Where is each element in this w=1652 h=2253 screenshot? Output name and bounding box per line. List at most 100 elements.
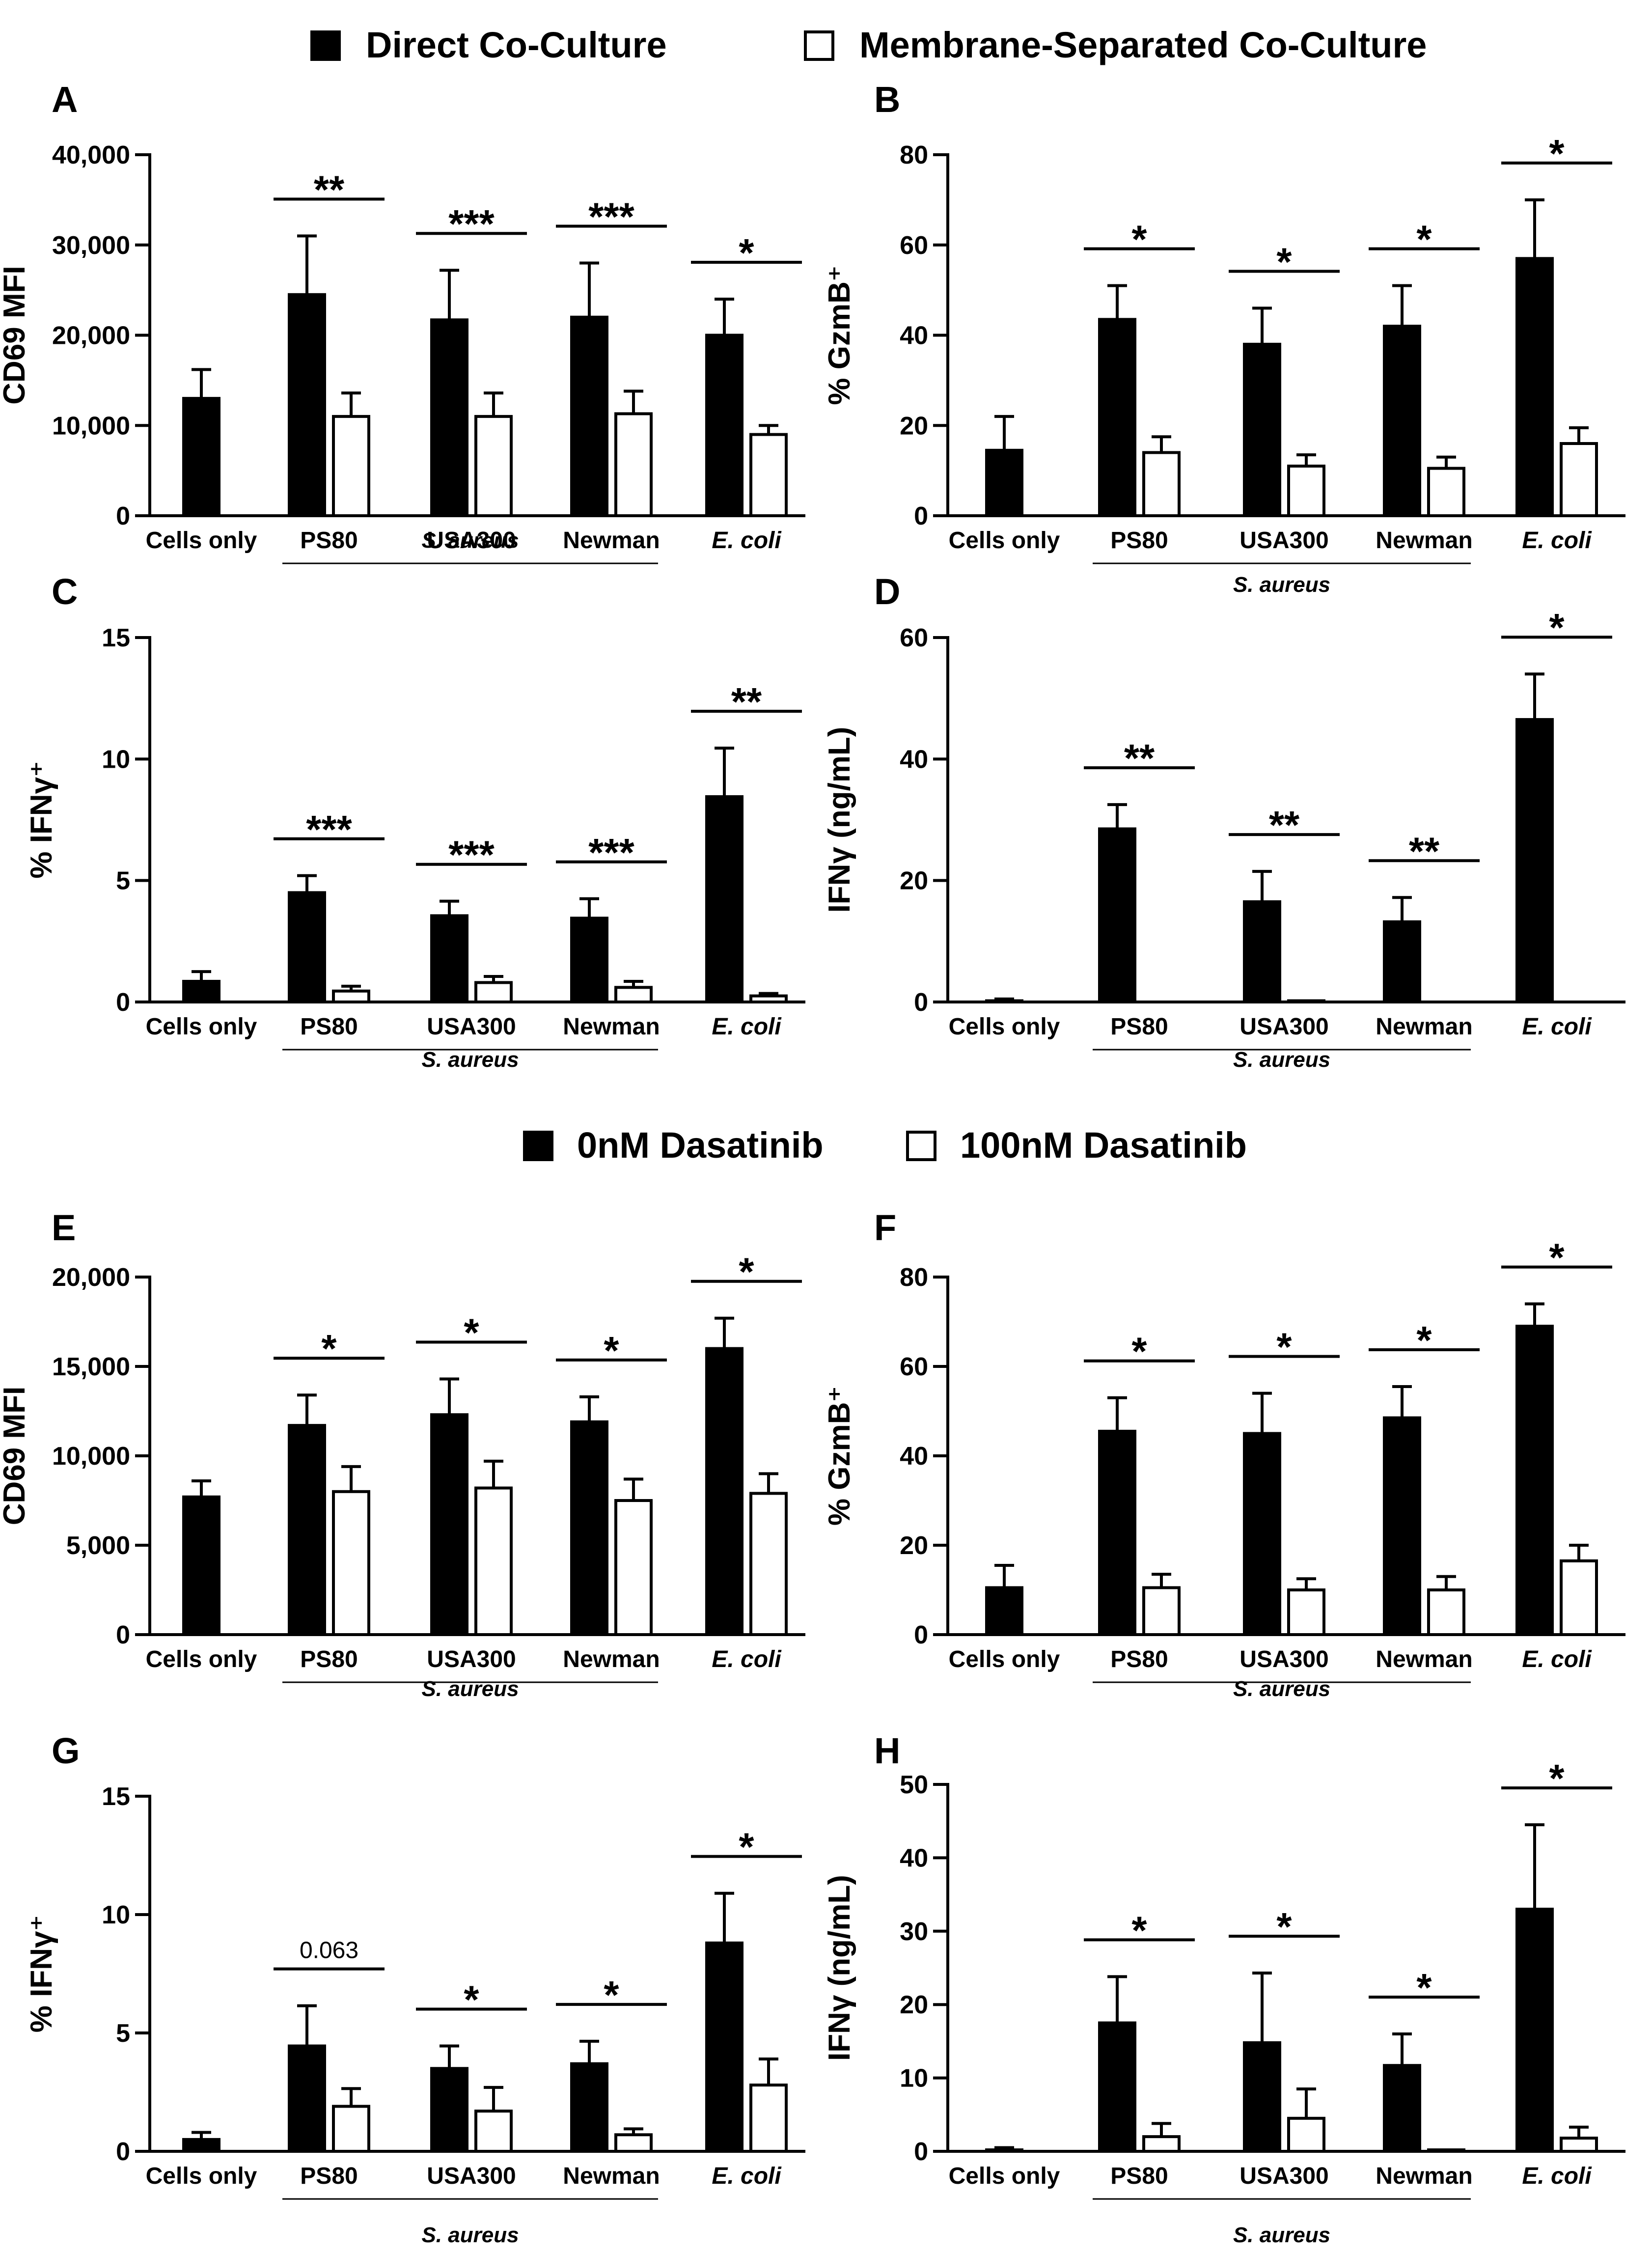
category-label: Cells only xyxy=(146,528,257,554)
category-label: Cells only xyxy=(949,2163,1060,2189)
bar xyxy=(1427,1588,1465,1636)
y-tick-label: 0 xyxy=(116,1621,130,1649)
panel-letter: B xyxy=(874,79,900,120)
bar xyxy=(570,1420,608,1637)
bar xyxy=(474,1486,513,1637)
y-tick-label: 0 xyxy=(914,988,928,1017)
bar xyxy=(1142,2135,1181,2153)
bar xyxy=(332,415,370,517)
bar xyxy=(1098,827,1136,1004)
y-tick-label: 20 xyxy=(900,1531,928,1560)
y-tick-label: 80 xyxy=(900,1263,928,1292)
bar xyxy=(1243,900,1281,1003)
bar xyxy=(1243,342,1281,517)
bar xyxy=(1515,257,1554,517)
category-label: Cells only xyxy=(146,2163,257,2189)
bar xyxy=(985,2148,1023,2153)
y-tick-label: 15,000 xyxy=(52,1353,130,1381)
legend-label: Direct Co-Culture xyxy=(366,25,667,65)
bar xyxy=(614,2133,653,2153)
category-label: Newman xyxy=(1376,1014,1472,1040)
y-tick-label: 50 xyxy=(900,1771,928,1799)
panel-letter: A xyxy=(52,79,78,120)
bar xyxy=(614,412,653,517)
y-tick-label: 15 xyxy=(102,624,130,652)
bar xyxy=(1383,1416,1421,1636)
legend-top: Direct Co-Culture Membrane-Separated Co-… xyxy=(310,25,1427,65)
significance-label: * xyxy=(739,1825,754,1869)
bar xyxy=(1560,442,1598,517)
bar xyxy=(182,1495,220,1636)
bar xyxy=(1287,2116,1325,2153)
significance-label: ** xyxy=(1269,803,1300,847)
category-label: Newman xyxy=(1376,2163,1472,2189)
y-tick-label: 40 xyxy=(900,322,928,350)
bar xyxy=(1287,464,1325,517)
bar xyxy=(705,1347,743,1637)
significance-label: * xyxy=(464,1978,479,2022)
group-caption: S. aureus xyxy=(1233,573,1330,597)
significance-label: * xyxy=(1131,1330,1147,1373)
category-label: USA300 xyxy=(1239,2163,1328,2189)
category-label: Newman xyxy=(1376,528,1472,554)
panel-A: A 0 10,000 20,000 30,000 40,000 CD69 MFI Cells … xyxy=(0,79,805,564)
y-tick-label: 20 xyxy=(900,1991,928,2019)
bar xyxy=(1515,1907,1554,2153)
category-label: USA300 xyxy=(427,2163,516,2189)
group-caption: S. aureus xyxy=(1233,1048,1330,1072)
bar xyxy=(1560,1559,1598,1637)
category-label: PS80 xyxy=(300,1646,358,1672)
legend-label: 100nM Dasatinib xyxy=(960,1125,1247,1166)
bar xyxy=(985,999,1023,1003)
bar xyxy=(1287,999,1325,1003)
category-label: Cells only xyxy=(949,1014,1060,1040)
category-label: PS80 xyxy=(1110,1014,1168,1040)
y-tick-label: 5,000 xyxy=(66,1531,130,1560)
bar xyxy=(182,397,220,517)
group-caption: S. aureus xyxy=(421,528,519,553)
significance-label: * xyxy=(1549,606,1565,649)
bar xyxy=(430,318,468,517)
y-axis-title: % GzmB⁺ xyxy=(823,265,856,405)
y-tick-label: 80 xyxy=(900,141,928,169)
y-tick-label: 40 xyxy=(900,1844,928,1872)
group-caption: S. aureus xyxy=(421,2223,519,2247)
group-caption: S. aureus xyxy=(421,1677,519,1701)
bar xyxy=(705,334,743,517)
y-tick-label: 0 xyxy=(914,502,928,530)
significance-label: *** xyxy=(448,202,495,246)
bar xyxy=(1098,2021,1136,2153)
significance-label: ** xyxy=(731,680,762,723)
bar xyxy=(430,1413,468,1637)
category-label: USA300 xyxy=(1239,1646,1328,1672)
category-label: PS80 xyxy=(1110,1646,1168,1672)
panel-letter: H xyxy=(874,1730,900,1771)
significance-label: *** xyxy=(448,833,495,877)
bar xyxy=(1427,2148,1465,2153)
significance-label: * xyxy=(1416,217,1432,261)
panel-letter: E xyxy=(52,1207,76,1248)
panel-F: F 0 20 40 60 80 % GzmB⁺ Cells only PS80 * USA300 * N… xyxy=(823,1207,1625,1701)
bar xyxy=(985,1586,1023,1636)
y-tick-label: 0 xyxy=(116,502,130,530)
bar xyxy=(570,2062,608,2153)
significance-label: * xyxy=(1549,132,1565,175)
bar xyxy=(570,917,608,1003)
significance-label: *** xyxy=(588,195,634,239)
bar xyxy=(614,986,653,1003)
category-label: Cells only xyxy=(949,1646,1060,1672)
y-tick-label: 30,000 xyxy=(52,231,130,260)
group-caption: S. aureus xyxy=(1233,1677,1330,1701)
panel-H: H 0 10 20 30 40 50 IFNγ (ng/mL) Cells only PS80 * U… xyxy=(823,1730,1625,2247)
significance-label: ** xyxy=(1124,736,1155,780)
bar xyxy=(614,1499,653,1636)
y-tick-label: 10 xyxy=(900,2064,928,2093)
bar xyxy=(332,2105,370,2153)
panel-letter: G xyxy=(52,1730,80,1771)
bar xyxy=(1098,1429,1136,1636)
y-tick-label: 40 xyxy=(900,745,928,774)
y-tick-label: 0 xyxy=(116,2138,130,2166)
category-label: Newman xyxy=(563,2163,660,2189)
panel-letter: D xyxy=(874,571,900,612)
